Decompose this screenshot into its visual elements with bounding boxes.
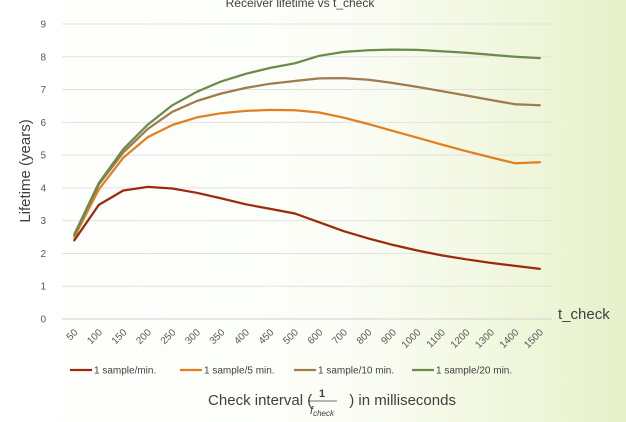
series-line [73,48,541,236]
y-axis-tick-labels: 0 1 2 3 4 5 6 7 8 9 [40,20,46,326]
x-axis-label-fraction: 1 fcheck [308,388,337,418]
x-axis-end-label: t_check [558,306,610,323]
x-tick-label: 300 [183,327,203,347]
y-tick-label: 5 [40,151,46,162]
x-tick-label: 100 [85,327,105,347]
x-tick-label: 50 [65,327,81,343]
x-tick-label: 150 [110,327,130,347]
x-tick-label: 1500 [522,327,546,351]
chart-title: Receiver lifetime vs t_check [226,0,376,10]
x-tick-label: 400 [232,327,252,347]
fraction-denominator-subscript: check [313,409,335,418]
x-tick-label: 1100 [425,327,448,350]
x-axis-tick-labels: 50 100 150 200 250 300 350 400 450 500 600 700 800 90… [65,327,546,351]
gridlines [62,23,552,320]
y-tick-label: 0 [40,315,46,326]
y-tick-label: 6 [40,118,46,129]
fraction-numerator: 1 [319,388,325,400]
x-tick-label: 800 [355,327,375,347]
y-tick-label: 8 [40,52,46,63]
x-tick-label: 1400 [498,327,522,351]
series-line [73,108,541,239]
y-tick-label: 7 [40,85,46,96]
x-axis-label-suffix: ) in milliseconds [349,392,456,409]
y-tick-label: 3 [40,216,46,227]
y-axis-label: Lifetime (years) [17,119,34,222]
legend: 1 sample/min. 1 sample/5 min. 1 sample/10 … [70,366,512,377]
y-tick-label: 2 [40,249,46,260]
y-tick-label: 1 [40,282,46,293]
x-axis-label-prefix: Check interval ( [208,392,312,409]
x-tick-label: 600 [306,327,326,347]
x-tick-label: 450 [257,327,277,347]
series-lines [73,48,541,271]
series-line [73,185,541,271]
x-tick-label: 1000 [400,327,424,351]
legend-entry: 1 sample/5 min. [204,366,275,377]
legend-entry: 1 sample/10 min. [318,366,394,377]
legend-entry: 1 sample/20 min. [436,366,512,377]
y-tick-label: 4 [40,183,46,194]
y-tick-label: 9 [40,20,46,31]
fraction-denominator-base: f [310,405,314,417]
x-axis-label: Check interval ( ) in milliseconds [208,392,456,409]
x-tick-label: 700 [330,327,350,347]
series-line [73,76,541,237]
legend-entry: 1 sample/min. [94,366,156,377]
x-tick-label: 200 [134,327,154,347]
fraction-denominator: fcheck [310,405,335,418]
x-tick-label: 500 [281,327,301,347]
x-tick-label: 900 [379,327,399,347]
x-tick-label: 1200 [449,327,473,351]
x-tick-label: 1300 [473,327,497,351]
x-tick-label: 250 [159,327,179,347]
x-tick-label: 350 [208,327,228,347]
